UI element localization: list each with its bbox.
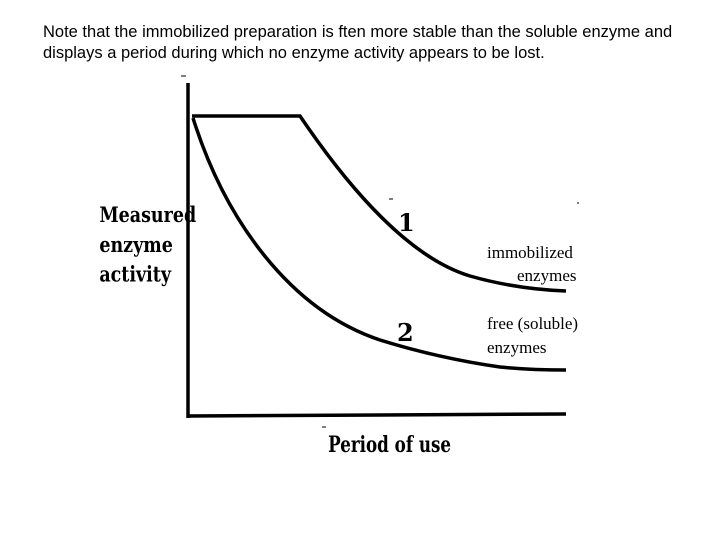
curve-2-number: 2 bbox=[397, 318, 414, 347]
x-axis-label: Period of use bbox=[328, 430, 451, 457]
free-label-line1: free (soluble) bbox=[487, 314, 578, 333]
free-enzyme-curve bbox=[191, 117, 567, 372]
y-axis-label-line1: Measured bbox=[99, 201, 196, 228]
y-axis-label-line3: activity bbox=[99, 261, 171, 288]
free-label-line2: enzymes bbox=[487, 338, 546, 357]
immobilized-label-line2: enzymes bbox=[517, 266, 576, 285]
immobilized-enzyme-curve bbox=[192, 114, 567, 293]
curve-1-number: 1 bbox=[398, 208, 415, 237]
immobilized-label-line1: immobilized bbox=[487, 243, 573, 262]
x-axis bbox=[187, 412, 567, 418]
y-axis-label-line2: enzyme bbox=[99, 231, 172, 258]
note-text: Note that the immobilized preparation is… bbox=[43, 23, 673, 62]
